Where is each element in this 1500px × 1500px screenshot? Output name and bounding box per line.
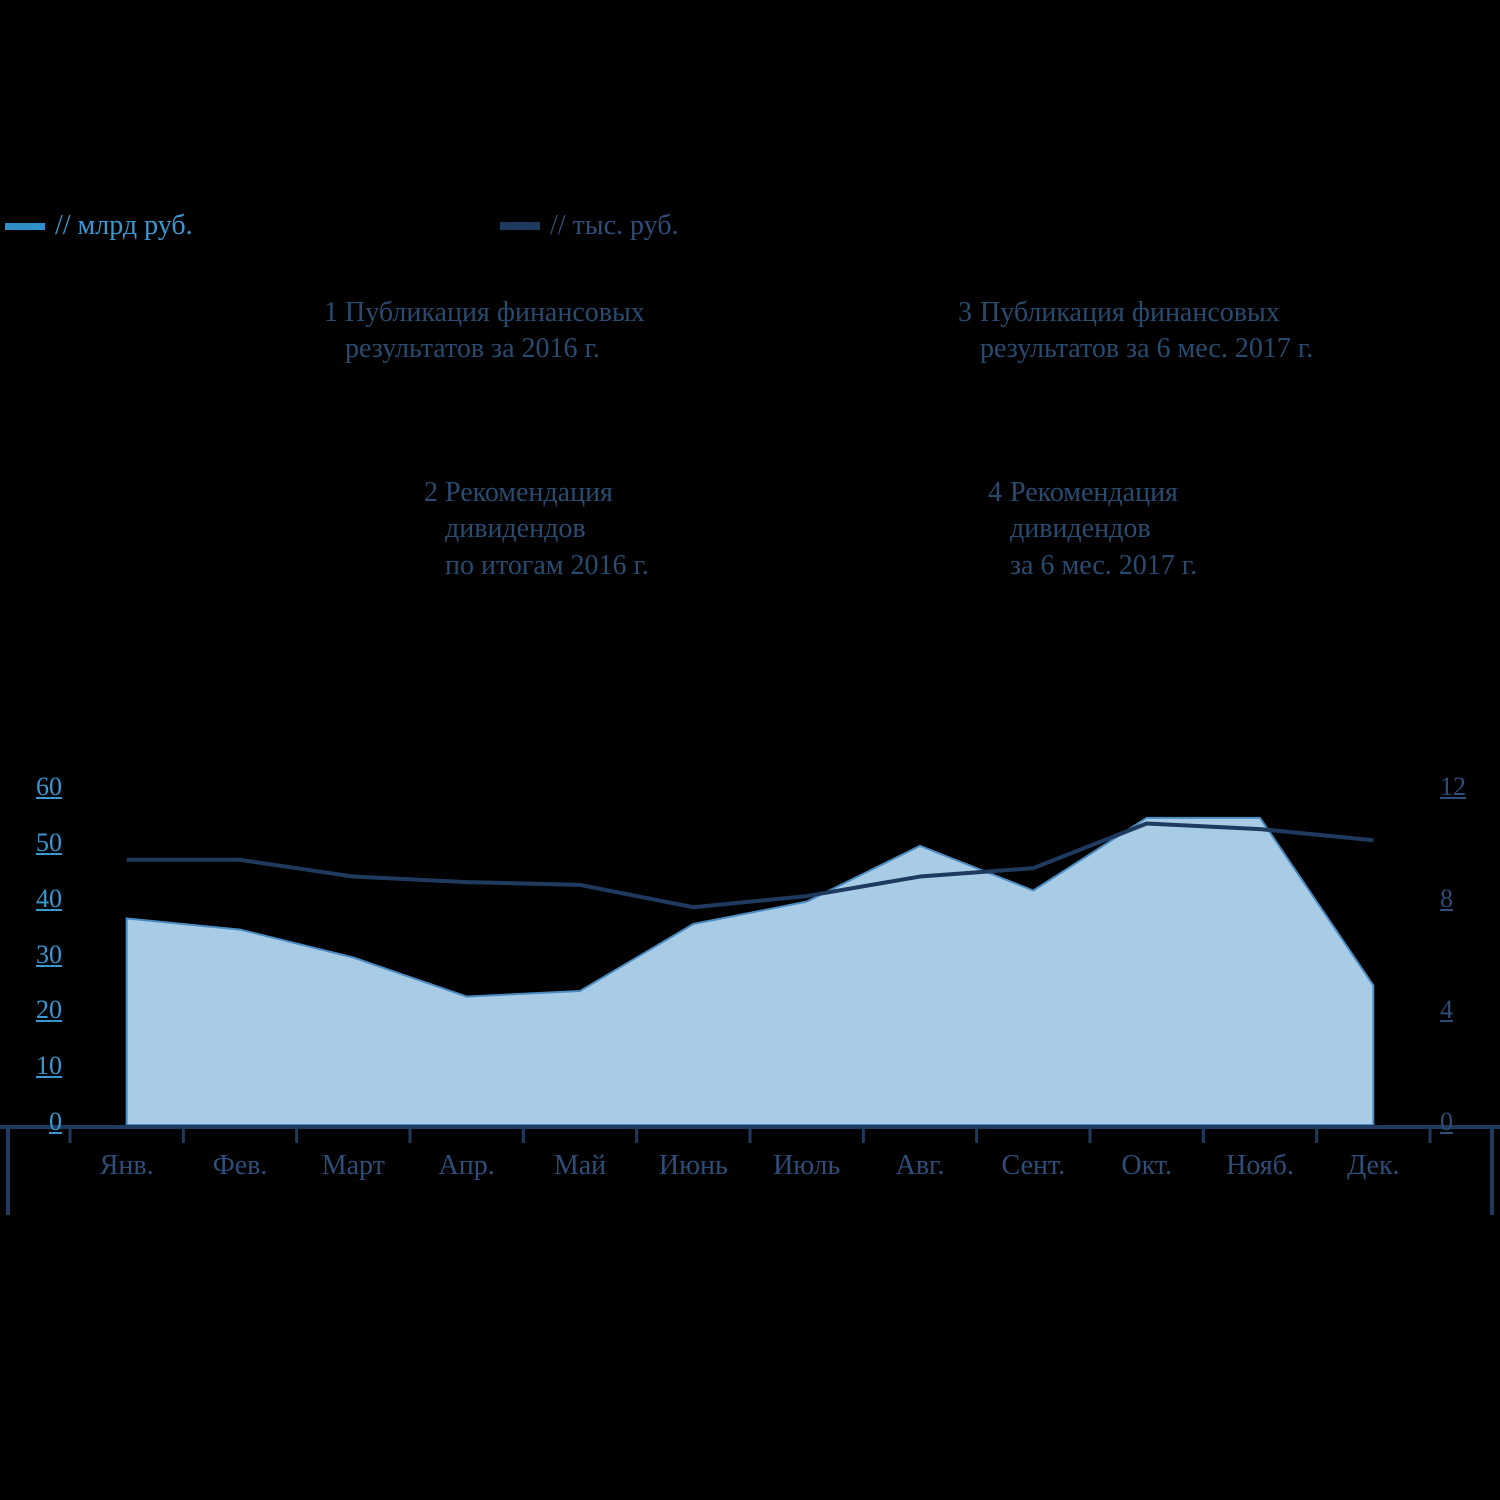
x-tick-label: Июль <box>752 1150 862 1182</box>
left-tick-label: 10 <box>12 1051 62 1081</box>
x-tick-label: Дек. <box>1318 1150 1428 1182</box>
left-tick-label: 60 <box>12 772 62 802</box>
x-tick-label: Сент. <box>978 1150 1088 1182</box>
x-tick-label: Июнь <box>638 1150 748 1182</box>
page: // млрд руб. // тыс. руб. 1Публикация фи… <box>0 0 1500 1500</box>
left-tick-label: 0 <box>12 1107 62 1137</box>
x-tick-label: Фев. <box>185 1150 295 1182</box>
left-tick-label: 20 <box>12 995 62 1025</box>
left-tick-label: 50 <box>12 828 62 858</box>
left-tick-label: 30 <box>12 940 62 970</box>
left-tick-label: 40 <box>12 884 62 914</box>
area-series <box>127 818 1374 1125</box>
x-tick-label: Март <box>298 1150 408 1182</box>
x-tick-label: Авг. <box>865 1150 975 1182</box>
x-tick-label: Нояб. <box>1205 1150 1315 1182</box>
x-tick-label: Окт. <box>1092 1150 1202 1182</box>
x-tick-label: Май <box>525 1150 635 1182</box>
right-tick-label: 8 <box>1440 884 1490 914</box>
right-tick-label: 4 <box>1440 995 1490 1025</box>
right-tick-label: 12 <box>1440 772 1490 802</box>
right-tick-label: 0 <box>1440 1107 1490 1137</box>
x-tick-label: Янв. <box>72 1150 182 1182</box>
x-tick-label: Апр. <box>412 1150 522 1182</box>
chart <box>0 0 1500 1500</box>
